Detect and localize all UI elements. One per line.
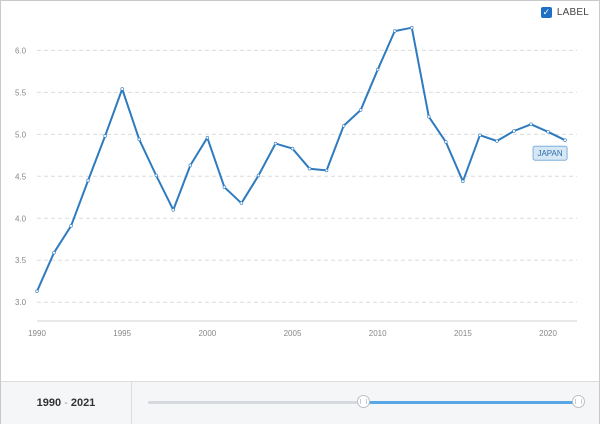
line-chart: 3.0 3.5 4.0 4.5 5.0 5.5 6.0 1990 1995 2000 2005 201… (15, 26, 577, 338)
series-line-japan (36, 26, 566, 292)
y-tick-label: 6.0 (15, 46, 27, 55)
data-point (239, 201, 244, 205)
data-point (444, 140, 448, 144)
data-point (478, 133, 482, 137)
y-tick-label: 3.0 (15, 298, 27, 307)
data-point (273, 141, 278, 146)
range-slider-start-handle[interactable] (357, 395, 370, 408)
data-point (137, 137, 141, 142)
data-point (171, 208, 175, 212)
data-point (393, 29, 397, 33)
data-point (69, 224, 73, 228)
data-point (461, 179, 465, 184)
data-point (495, 139, 499, 143)
x-tick-label: 2010 (369, 329, 387, 338)
data-point (307, 167, 312, 171)
range-start: 1990 (36, 397, 62, 409)
range-slider-track[interactable] (148, 395, 585, 408)
y-tick-label: 5.0 (15, 130, 27, 139)
data-point (563, 138, 567, 142)
label-toggle[interactable]: ✓ LABEL (540, 7, 589, 18)
y-tick-label: 3.5 (15, 256, 27, 265)
range-slider-end-handle[interactable] (572, 395, 585, 408)
data-point (205, 135, 210, 140)
data-point (358, 108, 363, 112)
x-tick-label: 2000 (198, 329, 216, 338)
range-bar: 1990 - 2021 (1, 381, 599, 424)
data-point (290, 146, 295, 151)
grip-icon (360, 399, 367, 404)
data-point (529, 122, 533, 126)
y-tick-label: 4.0 (15, 214, 27, 223)
data-point (154, 173, 158, 178)
data-point (546, 130, 550, 134)
y-tick-label: 4.5 (15, 172, 27, 181)
range-slider-fill (363, 401, 578, 404)
data-point (188, 163, 193, 168)
data-point (410, 26, 414, 30)
series-label-japan: JAPAN (537, 149, 562, 158)
x-tick-label: 1995 (113, 329, 131, 338)
data-point (52, 250, 56, 255)
range-end: 2021 (70, 397, 96, 409)
x-tick-label: 2005 (284, 329, 302, 338)
data-point (35, 289, 39, 293)
grip-icon (575, 399, 582, 404)
data-point (222, 185, 227, 189)
y-tick-label: 5.5 (15, 88, 27, 97)
label-toggle-text: LABEL (556, 7, 589, 18)
data-point (427, 114, 431, 119)
data-point (103, 134, 107, 138)
x-tick-label: 2015 (454, 329, 472, 338)
range-separator: - (64, 397, 68, 409)
x-tick-label: 1990 (28, 329, 46, 338)
data-point (375, 67, 380, 72)
checkbox-checked-icon[interactable]: ✓ (540, 7, 552, 18)
data-point (341, 124, 346, 128)
data-point (120, 87, 124, 91)
data-point (512, 129, 516, 133)
x-tick-label: 2020 (539, 329, 557, 338)
data-point (324, 168, 329, 173)
data-point (86, 178, 90, 183)
range-label: 1990 - 2021 (1, 382, 132, 424)
data-point (256, 173, 261, 178)
series-label-tag (532, 145, 568, 161)
